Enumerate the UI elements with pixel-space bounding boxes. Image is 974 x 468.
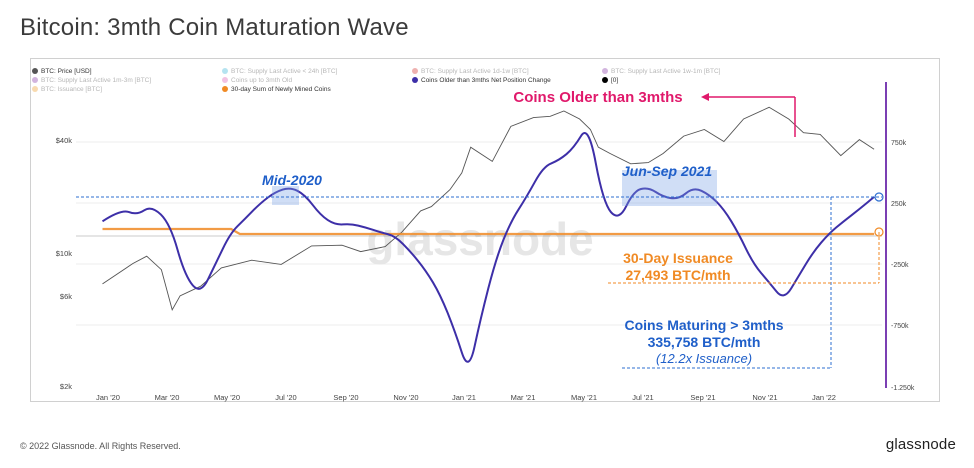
- y-right-tick-label: -750k: [891, 323, 909, 330]
- legend-item[interactable]: BTC: Supply Last Active 1w-1m [BTC]: [602, 67, 720, 76]
- legend-dot-icon: [32, 86, 38, 92]
- legend-label: [0]: [611, 77, 619, 84]
- issuance-annotation-line2: 27,493 BTC/mth: [625, 267, 730, 283]
- issuance-annotation-line1: 30-Day Issuance: [623, 250, 733, 266]
- legend-label: BTC: Supply Last Active 1w-1m [BTC]: [611, 68, 721, 75]
- y-right-tick-label: -250k: [891, 262, 909, 269]
- brand-logo-text: glassnode: [885, 436, 956, 453]
- mid2020-annotation: Mid-2020: [262, 172, 322, 188]
- y-left-tick-label: $2k: [60, 382, 72, 391]
- legend-item[interactable]: BTC: Issuance [BTC]: [32, 85, 102, 94]
- x-tick-label: Nov '20: [393, 393, 418, 402]
- junsep-highlight: [622, 170, 717, 206]
- legend-label: Coins Older than 3mths Net Position Chan…: [421, 77, 551, 84]
- legend-label: BTC: Supply Last Active 1d-1w [BTC]: [421, 68, 529, 75]
- x-tick-label: Jan '22: [812, 393, 836, 402]
- y-right-tick-label: 250k: [891, 201, 907, 208]
- legend-label: Coins up to 3mth Old: [231, 77, 293, 84]
- x-tick-label: Sep '21: [690, 393, 715, 402]
- maturing-annotation-line2: 335,758 BTC/mth: [648, 334, 761, 350]
- mid2020-highlight: [272, 186, 299, 205]
- legend-item[interactable]: Coins up to 3mth Old: [222, 76, 292, 85]
- legend-label: 30-day Sum of Newly Mined Coins: [231, 86, 331, 93]
- legend-label: BTC: Supply Last Active 1m-3m [BTC]: [41, 77, 152, 84]
- legend-dot-icon: [222, 77, 228, 83]
- x-tick-label: Mar '20: [155, 393, 180, 402]
- legend-dot-icon: [32, 77, 38, 83]
- x-tick-label: Mar '21: [511, 393, 536, 402]
- legend-dot-icon: [32, 68, 38, 74]
- legend-item[interactable]: [0]: [602, 76, 618, 85]
- legend-dot-icon: [222, 68, 228, 74]
- legend-label: BTC: Supply Last Active < 24h [BTC]: [231, 68, 338, 75]
- legend-dot-icon: [222, 86, 228, 92]
- copyright-text: © 2022 Glassnode. All Rights Reserved.: [20, 441, 181, 451]
- x-tick-label: Jan '20: [96, 393, 120, 402]
- issuance-endpoint-marker: [874, 227, 884, 237]
- y-right-tick-label: 750k: [891, 140, 907, 147]
- net-endpoint-marker: [874, 192, 884, 202]
- chart-title: Bitcoin: 3mth Coin Maturation Wave: [20, 14, 409, 41]
- legend-item[interactable]: BTC: Price [USD]: [32, 67, 92, 76]
- net-position-line: [101, 132, 875, 363]
- legend-dot-icon: [602, 68, 608, 74]
- x-tick-label: Nov '21: [752, 393, 777, 402]
- y-left-tick-label: $10k: [56, 249, 73, 258]
- legend-dot-icon: [412, 68, 418, 74]
- y-left-tick-label: $6k: [60, 292, 72, 301]
- legend-item[interactable]: BTC: Supply Last Active < 24h [BTC]: [222, 67, 337, 76]
- price-line: [102, 106, 875, 311]
- maturing-annotation-line3: (12.2x Issuance): [656, 351, 752, 366]
- x-tick-label: May '20: [214, 393, 240, 402]
- legend-item[interactable]: BTC: Supply Last Active 1m-3m [BTC]: [32, 76, 151, 85]
- x-tick-label: Jul '20: [275, 393, 296, 402]
- legend-dot-icon: [412, 77, 418, 83]
- x-tick-label: Jan '21: [452, 393, 476, 402]
- legend-item[interactable]: 30-day Sum of Newly Mined Coins: [222, 85, 331, 94]
- legend-item[interactable]: BTC: Supply Last Active 1d-1w [BTC]: [412, 67, 529, 76]
- y-left-tick-label: $40k: [56, 136, 73, 145]
- legend-dot-icon: [602, 77, 608, 83]
- legend-label: BTC: Price [USD]: [41, 68, 92, 75]
- watermark: glassnode: [366, 213, 594, 265]
- x-tick-label: Sep '20: [333, 393, 358, 402]
- junsep-annotation: Jun-Sep 2021: [622, 163, 712, 179]
- y-right-tick-label: -1.250k: [891, 385, 915, 392]
- maturing-annotation-line1: Coins Maturing > 3mths: [624, 317, 783, 333]
- legend-label: BTC: Issuance [BTC]: [41, 86, 103, 93]
- coins-older-annotation: Coins Older than 3mths: [513, 89, 682, 106]
- x-tick-label: May '21: [571, 393, 597, 402]
- x-tick-label: Jul '21: [632, 393, 653, 402]
- legend-item[interactable]: Coins Older than 3mths Net Position Chan…: [412, 76, 551, 85]
- issuance-line: [102, 227, 875, 236]
- coins-older-arrow-head-icon: [701, 93, 709, 101]
